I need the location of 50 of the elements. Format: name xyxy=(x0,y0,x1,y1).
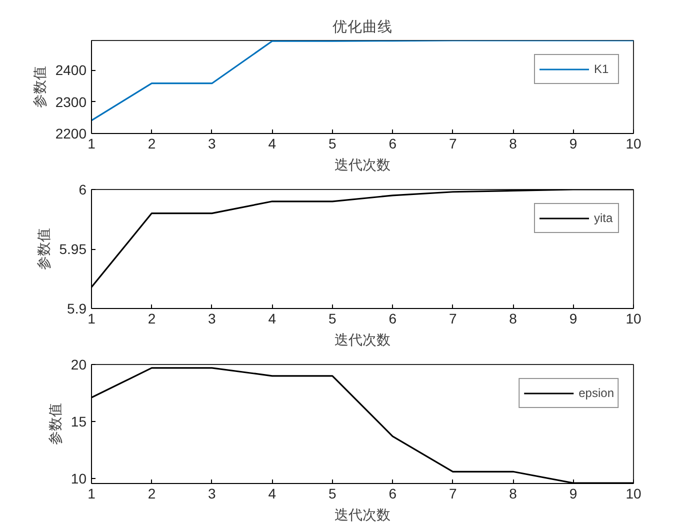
x-tick-label: 8 xyxy=(509,310,518,326)
x-tick-label: 10 xyxy=(626,136,642,152)
x-tick-label: 7 xyxy=(448,310,457,326)
y-tick-label: 20 xyxy=(70,356,87,372)
x-tick-label: 1 xyxy=(88,486,96,502)
y-axis-title: 参数值 xyxy=(35,228,52,270)
x-tick-label: 9 xyxy=(569,310,578,326)
x-axis-title: 迭代次数 xyxy=(334,156,390,172)
x-tick-label: 6 xyxy=(388,310,397,326)
x-tick-label: 10 xyxy=(626,486,642,502)
y-tick-label: 2300 xyxy=(55,94,87,110)
legend-label: K1 xyxy=(594,62,610,76)
x-axis-title: 迭代次数 xyxy=(334,506,390,522)
x-tick-label: 5 xyxy=(328,310,336,326)
y-axis-title: 参数值 xyxy=(46,403,63,445)
x-tick-label: 4 xyxy=(268,136,276,152)
y-tick-label: 2400 xyxy=(55,62,87,78)
x-tick-label: 8 xyxy=(509,486,518,502)
x-tick-label: 8 xyxy=(509,136,518,152)
y-tick-label: 2200 xyxy=(55,126,87,142)
chart-title: 优化曲线 xyxy=(332,18,392,36)
x-tick-label: 2 xyxy=(148,136,156,152)
x-tick-label: 4 xyxy=(268,310,276,326)
x-tick-label: 6 xyxy=(388,486,397,502)
x-tick-label: 7 xyxy=(448,486,457,502)
y-tick-label: 10 xyxy=(70,470,87,486)
y-axis-title: 参数值 xyxy=(31,66,48,108)
x-tick-label: 1 xyxy=(88,310,96,326)
x-tick-label: 1 xyxy=(88,136,96,152)
y-tick-label: 5.95 xyxy=(59,241,87,257)
x-tick-label: 5 xyxy=(328,136,336,152)
x-tick-label: 10 xyxy=(626,310,642,326)
y-tick-label: 5.9 xyxy=(67,300,87,316)
x-tick-label: 7 xyxy=(448,136,457,152)
legend-label: yita xyxy=(594,211,614,225)
x-tick-label: 9 xyxy=(569,136,578,152)
x-tick-label: 2 xyxy=(148,486,156,502)
x-tick-label: 4 xyxy=(268,486,276,502)
x-tick-label: 5 xyxy=(328,486,336,502)
x-tick-label: 9 xyxy=(569,486,578,502)
y-tick-label: 15 xyxy=(70,413,87,430)
x-tick-label: 2 xyxy=(148,310,156,326)
x-tick-label: 3 xyxy=(208,136,216,152)
x-tick-label: 3 xyxy=(208,310,216,326)
y-tick-label: 6 xyxy=(78,182,87,198)
x-tick-label: 3 xyxy=(208,486,216,502)
x-tick-label: 6 xyxy=(388,136,397,152)
x-axis-title: 迭代次数 xyxy=(334,332,390,348)
line-series xyxy=(92,40,634,122)
legend-label: epsion xyxy=(578,386,614,400)
